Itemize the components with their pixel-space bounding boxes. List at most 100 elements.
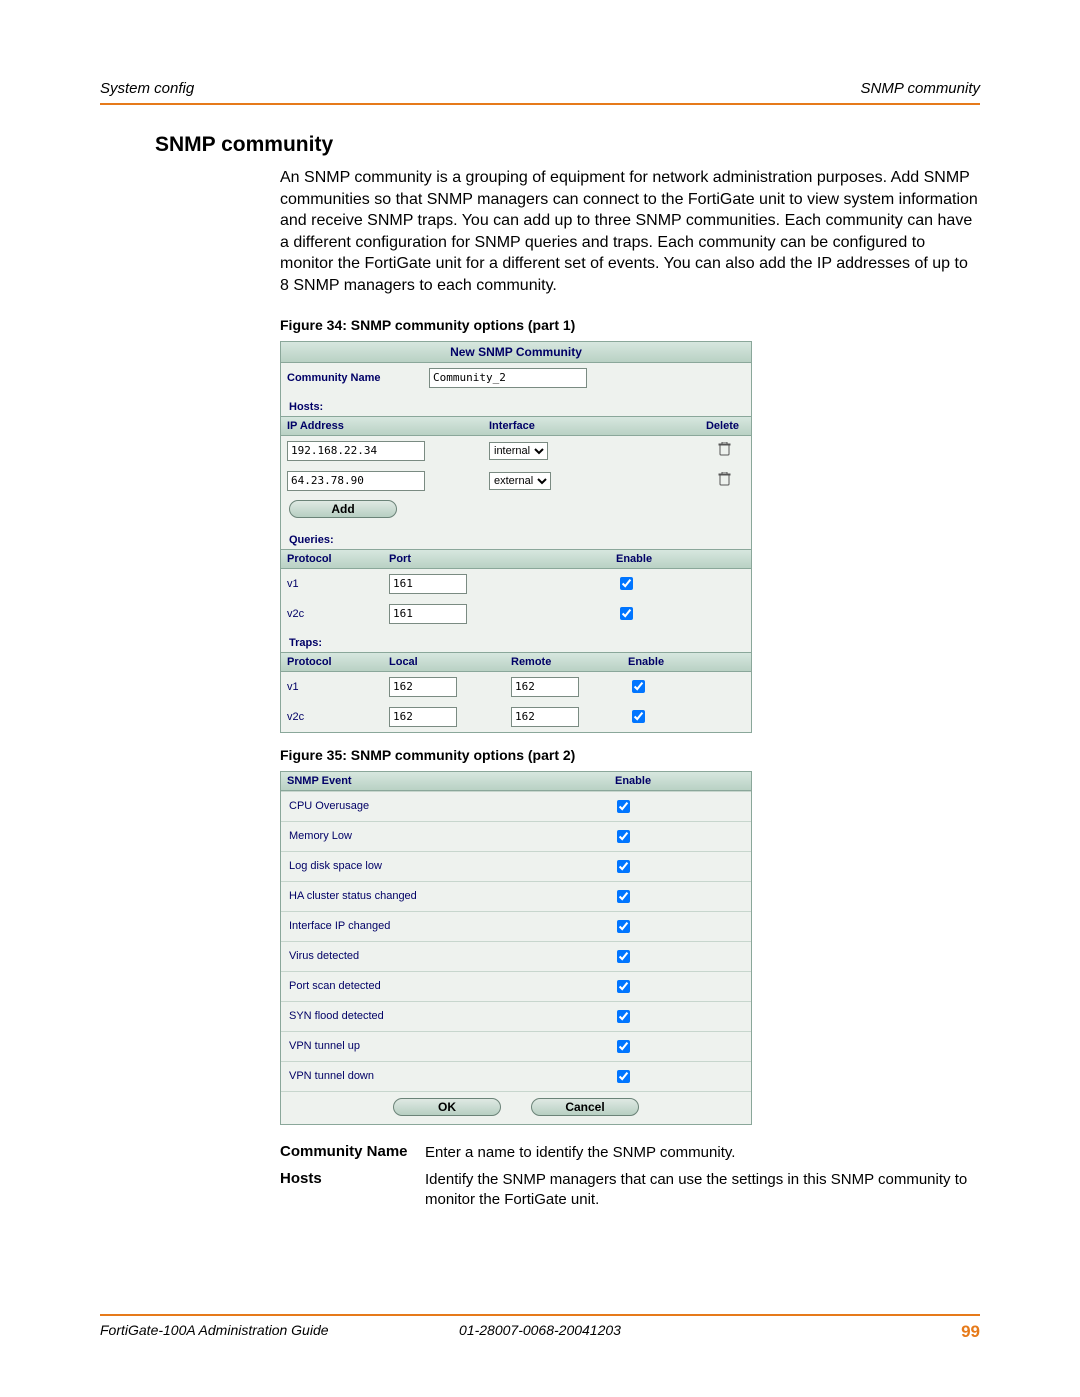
header-left: System config bbox=[100, 80, 194, 97]
community-name-label: Community Name bbox=[281, 370, 423, 386]
host-interface-select[interactable]: internal bbox=[489, 442, 548, 460]
host-ip-input[interactable] bbox=[287, 471, 425, 491]
traps-label: Traps: bbox=[281, 629, 751, 652]
trap-proto: v2c bbox=[281, 709, 383, 725]
event-row: HA cluster status changed bbox=[281, 881, 751, 911]
trap-remote-input[interactable] bbox=[511, 677, 579, 697]
events-header-row: SNMP Event Enable bbox=[281, 772, 751, 791]
trap-local-input[interactable] bbox=[389, 707, 457, 727]
event-enable-checkbox[interactable] bbox=[617, 920, 630, 933]
event-label: HA cluster status changed bbox=[281, 885, 605, 907]
event-row: VPN tunnel up bbox=[281, 1031, 751, 1061]
event-enable-checkbox[interactable] bbox=[617, 890, 630, 903]
query-port-input[interactable] bbox=[389, 604, 467, 624]
event-enable-checkbox[interactable] bbox=[617, 980, 630, 993]
event-enable-checkbox[interactable] bbox=[617, 1040, 630, 1053]
queries-label: Queries: bbox=[281, 526, 751, 549]
query-port-input[interactable] bbox=[389, 574, 467, 594]
panel-button-row: OK Cancel bbox=[281, 1091, 751, 1124]
panel-title: New SNMP Community bbox=[281, 342, 751, 363]
event-label: Log disk space low bbox=[281, 855, 605, 877]
event-enable-checkbox[interactable] bbox=[617, 1010, 630, 1023]
page-title: SNMP community bbox=[155, 133, 980, 157]
event-enable-checkbox[interactable] bbox=[617, 800, 630, 813]
event-row: Memory Low bbox=[281, 821, 751, 851]
event-row: Port scan detected bbox=[281, 971, 751, 1001]
event-row: Interface IP changed bbox=[281, 911, 751, 941]
figure35-caption: Figure 35: SNMP community options (part … bbox=[280, 747, 980, 763]
event-row: Log disk space low bbox=[281, 851, 751, 881]
definition-row: Community Name Enter a name to identify … bbox=[280, 1143, 980, 1163]
query-row: v1 bbox=[281, 569, 751, 599]
trap-local-input[interactable] bbox=[389, 677, 457, 697]
queries-col-enable: Enable bbox=[610, 550, 751, 568]
traps-header-row: Protocol Local Remote Enable bbox=[281, 652, 751, 672]
query-proto: v2c bbox=[281, 606, 383, 622]
event-label: VPN tunnel down bbox=[281, 1065, 605, 1087]
doc-header: System config SNMP community bbox=[100, 80, 980, 105]
definition-list: Community Name Enter a name to identify … bbox=[280, 1143, 980, 1210]
trap-enable-checkbox[interactable] bbox=[632, 710, 645, 723]
event-label: SYN flood detected bbox=[281, 1005, 605, 1027]
community-name-input[interactable] bbox=[429, 368, 587, 388]
hosts-label: Hosts: bbox=[281, 393, 751, 416]
definition-term: Hosts bbox=[280, 1170, 425, 1209]
event-row: SYN flood detected bbox=[281, 1001, 751, 1031]
event-enable-checkbox[interactable] bbox=[617, 1070, 630, 1083]
hosts-col-delete: Delete bbox=[650, 417, 751, 435]
trap-enable-checkbox[interactable] bbox=[632, 680, 645, 693]
figure34-caption: Figure 34: SNMP community options (part … bbox=[280, 317, 980, 333]
event-label: VPN tunnel up bbox=[281, 1035, 605, 1057]
add-button[interactable]: Add bbox=[289, 500, 397, 518]
event-row: VPN tunnel down bbox=[281, 1061, 751, 1091]
queries-col-protocol: Protocol bbox=[281, 550, 383, 568]
definition-term: Community Name bbox=[280, 1143, 425, 1163]
cancel-button[interactable]: Cancel bbox=[531, 1098, 639, 1116]
traps-col-local: Local bbox=[383, 653, 505, 671]
event-label: Interface IP changed bbox=[281, 915, 605, 937]
event-enable-checkbox[interactable] bbox=[617, 860, 630, 873]
event-label: Virus detected bbox=[281, 945, 605, 967]
trap-row: v1 bbox=[281, 672, 751, 702]
event-label: Port scan detected bbox=[281, 975, 605, 997]
definition-desc: Identify the SNMP managers that can use … bbox=[425, 1170, 980, 1209]
hosts-header-row: IP Address Interface Delete bbox=[281, 416, 751, 436]
event-label: Memory Low bbox=[281, 825, 605, 847]
query-proto: v1 bbox=[281, 576, 383, 592]
host-row: internal bbox=[281, 436, 751, 466]
traps-col-protocol: Protocol bbox=[281, 653, 383, 671]
trash-icon[interactable] bbox=[718, 442, 731, 456]
event-row: Virus detected bbox=[281, 941, 751, 971]
events-col-enable: Enable bbox=[609, 772, 751, 790]
trap-row: v2c bbox=[281, 702, 751, 732]
hosts-col-ip: IP Address bbox=[281, 417, 483, 435]
query-enable-checkbox[interactable] bbox=[620, 607, 633, 620]
trash-icon[interactable] bbox=[718, 472, 731, 486]
header-right: SNMP community bbox=[861, 80, 980, 97]
definition-desc: Enter a name to identify the SNMP commun… bbox=[425, 1143, 980, 1163]
traps-col-remote: Remote bbox=[505, 653, 622, 671]
queries-header-row: Protocol Port Enable bbox=[281, 549, 751, 569]
footer-mid: 01-28007-0068-20041203 bbox=[100, 1322, 980, 1338]
trap-remote-input[interactable] bbox=[511, 707, 579, 727]
event-row: CPU Overusage bbox=[281, 791, 751, 821]
host-row: external bbox=[281, 466, 751, 496]
intro-paragraph: An SNMP community is a grouping of equip… bbox=[280, 167, 980, 297]
event-label: CPU Overusage bbox=[281, 795, 605, 817]
hosts-col-interface: Interface bbox=[483, 417, 650, 435]
host-interface-select[interactable]: external bbox=[489, 472, 551, 490]
event-enable-checkbox[interactable] bbox=[617, 950, 630, 963]
trap-proto: v1 bbox=[281, 679, 383, 695]
query-row: v2c bbox=[281, 599, 751, 629]
event-enable-checkbox[interactable] bbox=[617, 830, 630, 843]
host-ip-input[interactable] bbox=[287, 441, 425, 461]
definition-row: Hosts Identify the SNMP managers that ca… bbox=[280, 1170, 980, 1209]
queries-col-port: Port bbox=[383, 550, 610, 568]
doc-footer: FortiGate-100A Administration Guide 01-2… bbox=[100, 1314, 980, 1342]
query-enable-checkbox[interactable] bbox=[620, 577, 633, 590]
traps-col-enable: Enable bbox=[622, 653, 751, 671]
ok-button[interactable]: OK bbox=[393, 1098, 501, 1116]
snmp-community-panel: New SNMP Community Community Name Hosts:… bbox=[280, 341, 752, 733]
snmp-events-panel: SNMP Event Enable CPU Overusage Memory Lo… bbox=[280, 771, 752, 1125]
events-col-event: SNMP Event bbox=[281, 772, 609, 790]
